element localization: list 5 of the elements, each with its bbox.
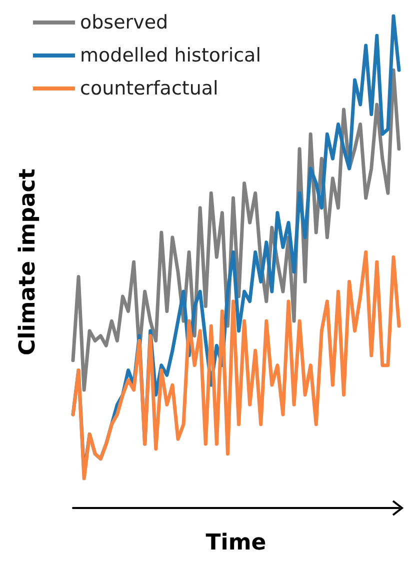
legend-label: observed <box>80 12 168 34</box>
legend-label: counterfactual <box>80 78 218 100</box>
x-axis-title: Time <box>206 530 266 556</box>
y-axis-title: Climate impact <box>16 168 40 356</box>
legend-label: modelled historical <box>80 44 261 66</box>
